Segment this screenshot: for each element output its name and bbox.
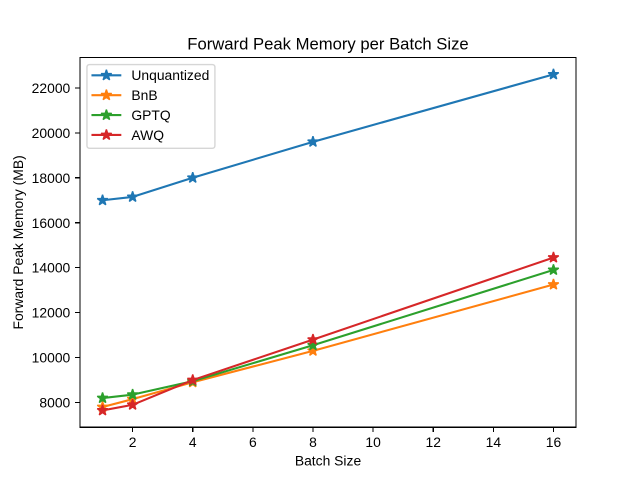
svg-text:GPTQ: GPTQ [131, 107, 171, 123]
svg-text:Forward Peak Memory per Batch: Forward Peak Memory per Batch Size [187, 34, 468, 53]
svg-text:6: 6 [249, 434, 257, 450]
svg-text:10: 10 [365, 434, 381, 450]
svg-text:2: 2 [129, 434, 137, 450]
svg-text:14000: 14000 [32, 260, 71, 276]
svg-text:14: 14 [486, 434, 502, 450]
svg-text:12: 12 [425, 434, 441, 450]
svg-text:22000: 22000 [32, 80, 71, 96]
svg-text:8000: 8000 [39, 395, 70, 411]
svg-text:AWQ: AWQ [131, 127, 164, 143]
svg-text:12000: 12000 [32, 305, 71, 321]
svg-text:16: 16 [546, 434, 562, 450]
svg-text:Forward Peak Memory (MB): Forward Peak Memory (MB) [10, 155, 26, 329]
svg-text:Unquantized: Unquantized [131, 67, 209, 83]
svg-text:Batch Size: Batch Size [295, 452, 362, 468]
svg-text:BnB: BnB [131, 87, 157, 103]
svg-text:20000: 20000 [32, 125, 71, 141]
svg-text:8: 8 [309, 434, 317, 450]
svg-text:18000: 18000 [32, 170, 71, 186]
svg-text:16000: 16000 [32, 215, 71, 231]
svg-text:10000: 10000 [32, 350, 71, 366]
svg-text:4: 4 [189, 434, 197, 450]
